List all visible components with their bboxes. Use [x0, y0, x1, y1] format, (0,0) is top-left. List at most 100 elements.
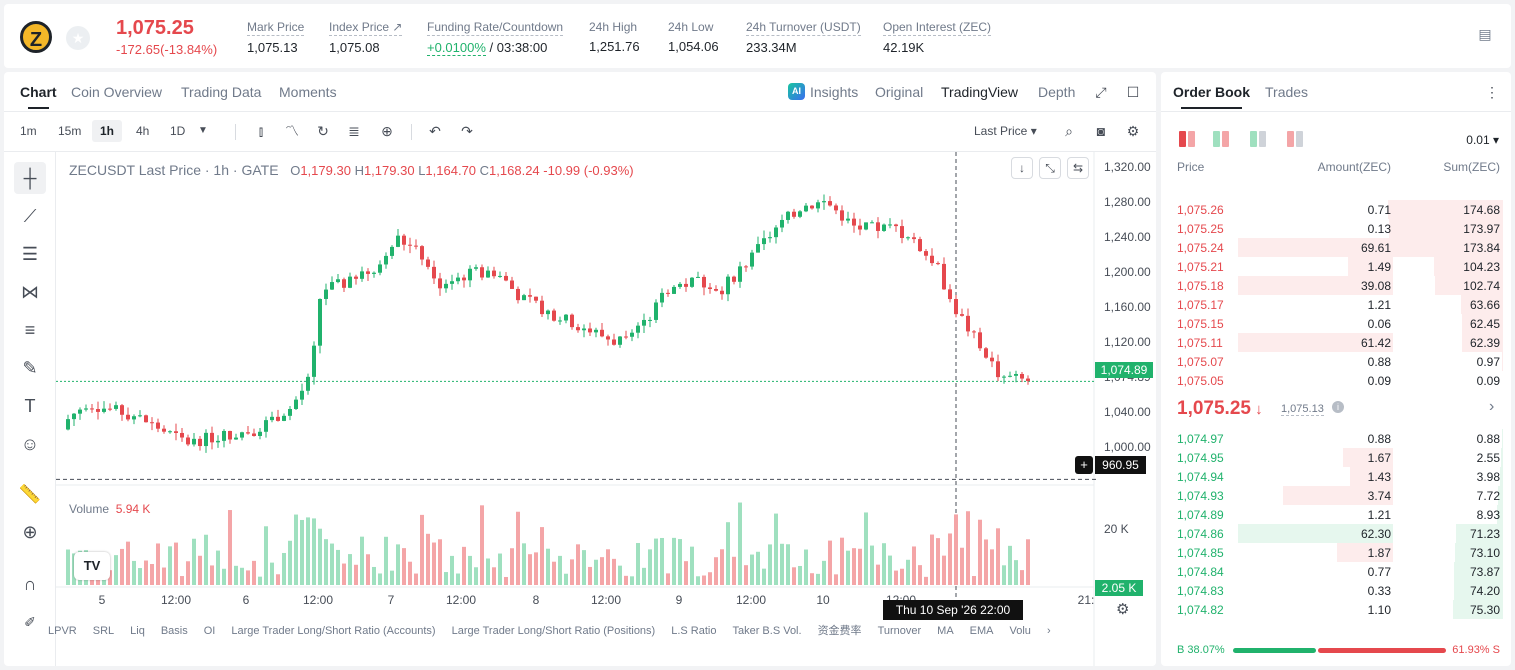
book-bids-icon[interactable]: [1213, 131, 1229, 147]
more-icon[interactable]: ⋮: [1485, 84, 1499, 100]
book-sell-icon[interactable]: [1287, 131, 1303, 147]
sum-cell: 73.10: [1469, 546, 1500, 560]
interval-1m[interactable]: 1m: [20, 124, 37, 138]
settings-gear-icon[interactable]: ⚙: [1126, 123, 1140, 139]
ask-row[interactable]: 1,075.05 0.09 0.09: [1161, 371, 1511, 390]
view-original[interactable]: Original: [875, 84, 924, 100]
bid-row[interactable]: 1,074.94 1.43 3.98: [1161, 467, 1511, 486]
indicator-item[interactable]: Taker B.S Vol.: [732, 625, 802, 637]
sync-icon[interactable]: ⇆: [1067, 157, 1089, 179]
candle-body: [606, 336, 610, 340]
candle-body: [72, 413, 76, 420]
book-asks-icon[interactable]: [1250, 131, 1266, 147]
redo-icon[interactable]: ↷: [461, 123, 473, 139]
bid-row[interactable]: 1,074.95 1.67 2.55: [1161, 448, 1511, 467]
interval-dropdown-icon[interactable]: ▼: [198, 125, 208, 136]
indicator-item[interactable]: EMA: [969, 625, 994, 637]
ask-row[interactable]: 1,075.18 39.08 102.74: [1161, 276, 1511, 295]
camera-icon[interactable]: ◙: [1096, 123, 1106, 139]
collapse-icon[interactable]: ⤡: [1039, 157, 1061, 179]
magnet-icon[interactable]: ∩: [23, 574, 37, 594]
crosshair-icon[interactable]: ┼: [14, 162, 46, 194]
undo-icon[interactable]: ↶: [429, 123, 441, 139]
horizontal-lines-icon[interactable]: ☰: [21, 244, 39, 264]
interval-1d[interactable]: 1D: [170, 124, 186, 138]
scroll-down-icon[interactable]: ↓: [1011, 157, 1033, 179]
precision-select[interactable]: 0.01 ▾: [1466, 133, 1499, 147]
bid-row[interactable]: 1,074.82 1.10 75.30: [1161, 600, 1511, 619]
indicators-icon[interactable]: 〽: [285, 123, 299, 139]
indicator-item[interactable]: OI: [203, 625, 216, 637]
bid-row[interactable]: 1,074.93 3.74 7.72: [1161, 486, 1511, 505]
book-both-icon[interactable]: [1179, 131, 1195, 147]
templates-icon[interactable]: ≣: [348, 123, 360, 139]
ruler-icon[interactable]: 📏: [18, 484, 42, 504]
ask-row[interactable]: 1,075.11 61.42 62.39: [1161, 333, 1511, 352]
indicator-item[interactable]: Turnover: [877, 625, 922, 637]
pencil-lock-icon[interactable]: ✐: [24, 614, 36, 630]
replay-icon[interactable]: ↻: [317, 123, 329, 139]
price-type-select[interactable]: Last Price ▾: [974, 124, 1037, 138]
expand-icon[interactable]: ⤢: [1095, 84, 1107, 100]
volume-bar: [660, 537, 664, 585]
bid-row[interactable]: 1,074.86 62.30 71.23: [1161, 524, 1511, 543]
tab-coin-overview[interactable]: Coin Overview: [71, 84, 163, 100]
view-depth[interactable]: Depth: [1038, 84, 1076, 100]
ask-row[interactable]: 1,075.21 1.49 104.23: [1161, 257, 1511, 276]
ask-row[interactable]: 1,075.24 69.61 173.84: [1161, 238, 1511, 257]
favorite-star-icon[interactable]: ★: [66, 26, 90, 50]
indicator-item[interactable]: Basis: [160, 625, 188, 637]
ask-row[interactable]: 1,075.17 1.21 63.66: [1161, 295, 1511, 314]
candlestick-chart[interactable]: 1,320.00 1,280.00 1,240.00 1,200.00 1,160.00…: [56, 152, 1156, 666]
bid-row[interactable]: 1,074.85 1.87 73.10: [1161, 543, 1511, 562]
ask-row[interactable]: 1,075.25 0.13 173.97: [1161, 219, 1511, 238]
indicator-item[interactable]: Liq: [130, 625, 145, 637]
indicator-item[interactable]: 资金费率: [817, 625, 862, 637]
bid-row[interactable]: 1,074.84 0.77 73.87: [1161, 562, 1511, 581]
bid-row[interactable]: 1,074.89 1.21 8.93: [1161, 505, 1511, 524]
add-alert-icon[interactable]: +: [1075, 456, 1093, 474]
indicator-item[interactable]: L.S Ratio: [671, 625, 717, 637]
view-tradingview[interactable]: TradingView: [941, 84, 1019, 100]
interval-15m[interactable]: 15m: [58, 124, 82, 138]
text-icon[interactable]: T: [24, 396, 36, 416]
bid-row[interactable]: 1,074.97 0.88 0.88: [1161, 429, 1511, 448]
indicator-item[interactable]: MA: [937, 625, 954, 637]
axis-settings-icon[interactable]: ⚙: [1116, 601, 1130, 618]
stat-index-price[interactable]: Index Price ↗ 1,075.08: [329, 20, 403, 55]
trendline-icon[interactable]: ⟋: [23, 206, 37, 226]
candle-type-icon[interactable]: ⫾: [258, 123, 264, 139]
mid-price-row[interactable]: 1,075.25 ↓ 1,075.13 i ›: [1177, 398, 1495, 419]
chevron-right-icon[interactable]: ›: [1489, 398, 1495, 415]
ask-row[interactable]: 1,075.07 0.88 0.97: [1161, 352, 1511, 371]
indicator-item[interactable]: Large Trader Long/Short Ratio (Positions…: [451, 625, 656, 637]
tab-trades[interactable]: Trades: [1265, 84, 1309, 100]
interval-1h[interactable]: 1h: [92, 120, 123, 142]
fullscreen-icon[interactable]: ☐: [1126, 84, 1140, 100]
volume-bar: [612, 558, 616, 585]
indicator-item[interactable]: Volu: [1009, 625, 1031, 637]
indicator-item[interactable]: SRL: [92, 625, 115, 637]
bid-row[interactable]: 1,074.83 0.33 74.20: [1161, 581, 1511, 600]
chevron-right-icon[interactable]: ›: [1046, 625, 1051, 637]
tab-moments[interactable]: Moments: [279, 84, 337, 100]
fib-icon[interactable]: ≡: [24, 320, 36, 340]
tab-chart[interactable]: Chart: [20, 84, 57, 109]
tab-trading-data[interactable]: Trading Data: [181, 84, 262, 100]
zoom-in-icon[interactable]: ⊕: [22, 522, 38, 542]
tab-order-book[interactable]: Order Book: [1173, 84, 1251, 109]
interval-4h[interactable]: 4h: [136, 124, 150, 138]
brush-icon[interactable]: ✎: [22, 358, 38, 378]
ask-row[interactable]: 1,075.15 0.06 62.45: [1161, 314, 1511, 333]
indicator-item[interactable]: Large Trader Long/Short Ratio (Accounts): [231, 625, 436, 637]
view-insights[interactable]: Insights: [810, 84, 859, 100]
book-icon[interactable]: ▤: [1478, 26, 1492, 42]
indicator-item[interactable]: LPVR: [48, 625, 77, 637]
alert-add-icon[interactable]: ⊕: [381, 123, 393, 139]
ask-row[interactable]: 1,075.26 0.71 174.68: [1161, 200, 1511, 219]
candle-body: [600, 329, 604, 337]
emoji-icon[interactable]: ☺: [20, 434, 40, 454]
pattern-icon[interactable]: ⋈: [21, 282, 39, 302]
search-icon[interactable]: ⌕: [1065, 123, 1073, 139]
candle-body: [948, 289, 952, 300]
